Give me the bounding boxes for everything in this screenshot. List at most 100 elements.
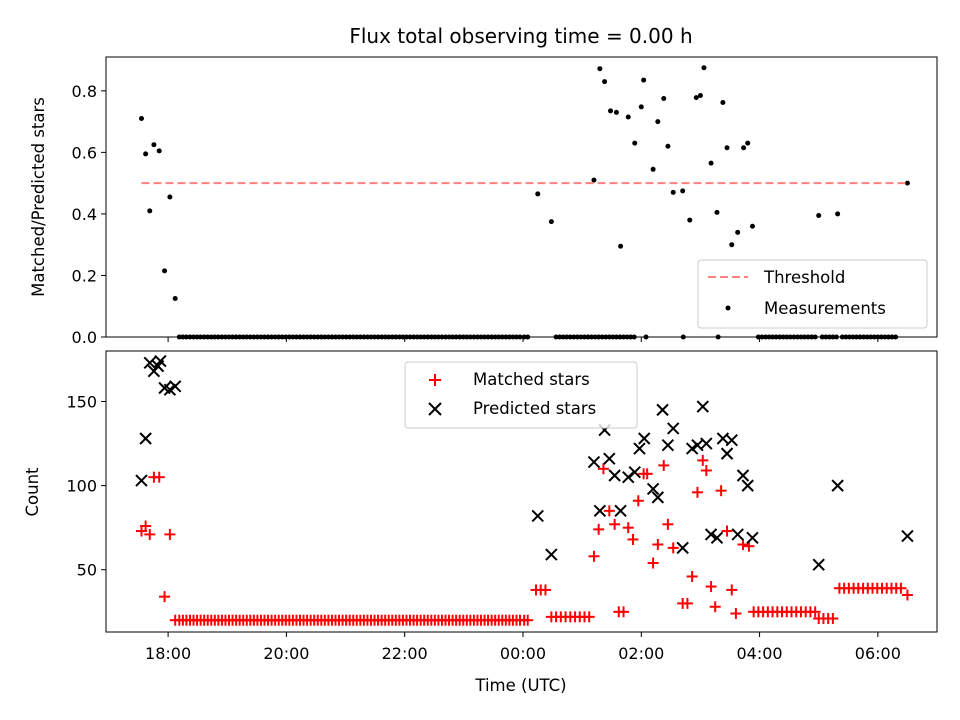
matched-star-point	[159, 591, 171, 603]
measurement-point	[835, 211, 841, 217]
measurement-point	[167, 194, 173, 200]
threshold-legend-label: Threshold	[763, 268, 845, 287]
predicted-star-point	[831, 479, 844, 492]
predicted-star-point	[603, 452, 616, 465]
matched-legend-swatch	[429, 374, 441, 386]
measurement-point	[151, 142, 157, 148]
top-y-tick-label: 0.4	[72, 205, 97, 224]
x-axis-label: Time (UTC)	[474, 676, 566, 695]
measurement-point	[720, 100, 726, 106]
matched-star-point	[588, 550, 600, 562]
matched-star-point	[700, 464, 712, 476]
matched-star-point	[140, 520, 152, 532]
top-y-tick-label: 0.6	[72, 143, 97, 162]
matched-stars-points	[135, 454, 913, 626]
measurement-point	[655, 119, 661, 125]
predicted-star-point	[168, 380, 182, 393]
matched-star-point	[652, 539, 664, 551]
predicted-star-point	[661, 439, 675, 452]
measurement-point	[172, 296, 178, 302]
matched-legend-label: Matched stars	[473, 370, 590, 389]
matched-star-point	[593, 523, 605, 535]
matched-star-point	[632, 495, 644, 507]
matched-star-point	[647, 557, 659, 569]
predicted-star-point	[741, 479, 754, 492]
measurements-legend-label: Measurements	[764, 299, 886, 318]
measurement-point	[729, 242, 735, 248]
predicted-star-point	[628, 465, 641, 479]
matched-star-point	[827, 613, 839, 625]
predicted-star-point	[667, 422, 680, 435]
measurement-point	[749, 223, 755, 229]
matched-star-point	[709, 601, 721, 613]
matched-star-point	[895, 582, 907, 594]
predicted-star-point	[531, 509, 544, 523]
top-legend: Threshold Measurements	[697, 259, 928, 329]
predicted-star-point	[901, 529, 914, 543]
matched-star-point	[539, 584, 551, 596]
bottom-legend: Matched stars Predicted stars	[404, 361, 638, 429]
predicted-star-point	[676, 541, 689, 555]
bottom-axes-frame	[105, 350, 938, 633]
predicted-star-point	[720, 447, 734, 460]
matched-star-point	[144, 528, 156, 540]
measurement-point	[701, 65, 707, 71]
predicted-star-point	[638, 432, 651, 445]
matched-star-point	[603, 505, 615, 517]
predicted-star-point	[725, 433, 738, 447]
predicted-star-point	[656, 403, 669, 417]
predicted-star-point	[154, 354, 167, 368]
predicted-star-point	[700, 437, 713, 450]
measurement-point	[708, 160, 714, 166]
matched-star-point	[627, 533, 639, 545]
x-tick-label: 02:00	[618, 644, 664, 663]
measurement-point	[904, 180, 910, 186]
predicted-star-point	[545, 548, 558, 561]
measurement-point	[632, 140, 638, 146]
x-tick-label: 04:00	[737, 644, 783, 663]
x-tick-label: 00:00	[500, 644, 546, 663]
measurement-point	[641, 77, 647, 83]
bottom-x-axis-ticks: 18:00 20:00 22:00 00:00 02:00 04:00 06:00	[145, 632, 901, 663]
measurement-point	[535, 191, 541, 197]
predicted-star-point	[731, 528, 744, 541]
matched-star-point	[148, 471, 160, 483]
matched-star-point	[609, 518, 621, 530]
bottom-legend-box	[404, 361, 638, 429]
matched-star-point	[641, 468, 653, 480]
top-y-tick-label: 0.2	[72, 266, 97, 285]
matched-star-point	[715, 485, 727, 497]
top-x-axis-ticks	[167, 337, 879, 342]
measurement-point	[680, 188, 686, 194]
bottom-y-tick-label: 50	[77, 561, 97, 580]
matched-star-point	[730, 607, 742, 619]
matched-star-point	[705, 581, 717, 593]
measurement-point	[162, 268, 168, 274]
bottom-panel: 50 100 150 18:00 20:00 22:00 00:00 02:00 04:00 0…	[23, 350, 938, 695]
measurement-point	[714, 209, 720, 215]
predicted-star-point	[587, 455, 601, 469]
matched-star-point	[681, 597, 693, 609]
matched-star-point	[667, 542, 679, 554]
matched-star-point	[686, 570, 698, 582]
predicted-star-point	[608, 469, 621, 482]
predicted-legend-label: Predicted stars	[473, 399, 596, 418]
predicted-star-point	[139, 432, 152, 445]
predicted-star-point	[746, 531, 759, 544]
matched-star-point	[597, 463, 609, 475]
matched-star-point	[662, 518, 674, 530]
bottom-y-tick-label: 100	[66, 477, 97, 496]
predicted-star-point	[704, 528, 718, 541]
measurement-point	[602, 79, 608, 85]
predicted-star-point	[143, 356, 156, 369]
bottom-y-tick-label: 150	[66, 392, 97, 411]
measurement-point	[741, 145, 747, 151]
measurement-point	[143, 151, 149, 157]
measurement-point	[638, 104, 644, 110]
measurement-point	[697, 92, 703, 98]
matched-star-point	[691, 486, 703, 498]
top-axes-frame	[105, 56, 938, 338]
measurement-point	[597, 66, 603, 72]
measurement-point	[665, 143, 671, 149]
